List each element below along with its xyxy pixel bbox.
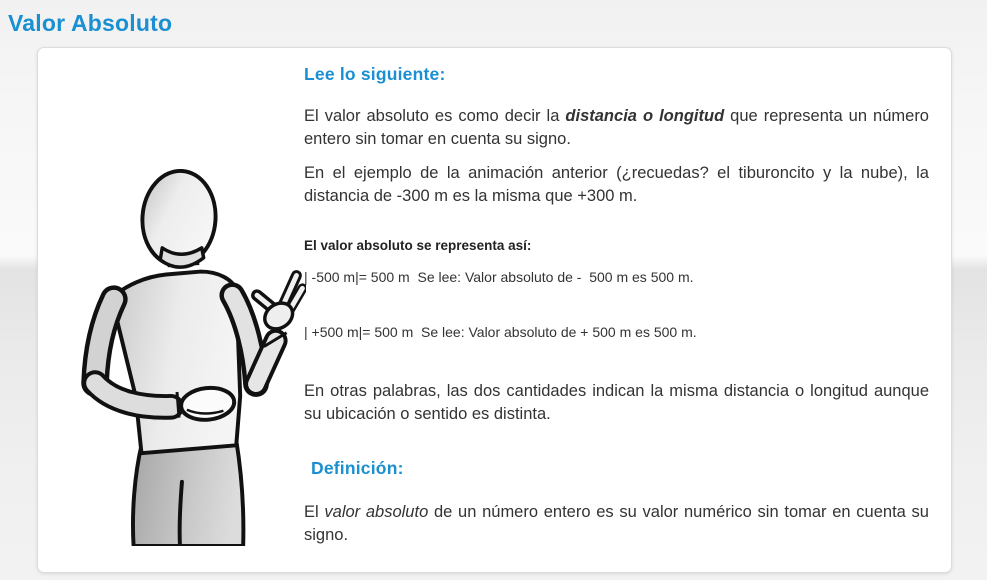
paragraph-intro-text: El valor absoluto es como decir la (304, 107, 566, 125)
section-heading: Lee lo siguiente: (304, 64, 446, 84)
formula-positive: | +500 m|= 500 m Se lee: Valor absoluto … (304, 324, 697, 340)
person-pants-crease (177, 479, 184, 546)
page-title: Valor Absoluto (8, 10, 173, 36)
definition-text-end: de un número entero es su valor numérico… (304, 503, 929, 544)
person-index-finger (280, 273, 299, 309)
definition-heading: Definición: (311, 458, 404, 478)
person-pants (131, 438, 246, 546)
definition-term: valor absoluto (324, 503, 429, 521)
person-palm (263, 301, 295, 331)
formula-negative: | -500 m|= 500 m Se lee: Valor absoluto … (304, 269, 694, 285)
paragraph-conclusion: En otras palabras, las dos cantidades in… (304, 382, 929, 423)
lesson-content: Lee lo siguiente: El valor absoluto es c… (304, 48, 929, 572)
person-right-forearm (248, 332, 284, 392)
content-card: Lee lo siguiente: El valor absoluto es c… (37, 47, 952, 573)
paragraph-intro-text-end: que representa un número entero sin toma… (304, 107, 929, 148)
representation-label: El valor absoluto se representa así: (304, 238, 532, 253)
person-right-cuff (263, 331, 288, 348)
cartoon-person-svg (81, 168, 306, 546)
paragraph-definition: El valor absoluto de un número entero es… (304, 501, 929, 547)
paragraph-intro: El valor absoluto es como decir la dista… (304, 105, 929, 151)
definition-text: El (304, 503, 325, 521)
paragraph-example: En el ejemplo de la animación anterior (… (304, 164, 929, 205)
person-left-cuff (175, 391, 181, 418)
person-collar (158, 246, 206, 269)
paragraph-intro-emphasis: distancia o longitud (565, 107, 725, 125)
person-left-forearm (86, 374, 180, 416)
cartoon-person-illustration (51, 161, 306, 546)
person-fist-fold (186, 408, 224, 415)
